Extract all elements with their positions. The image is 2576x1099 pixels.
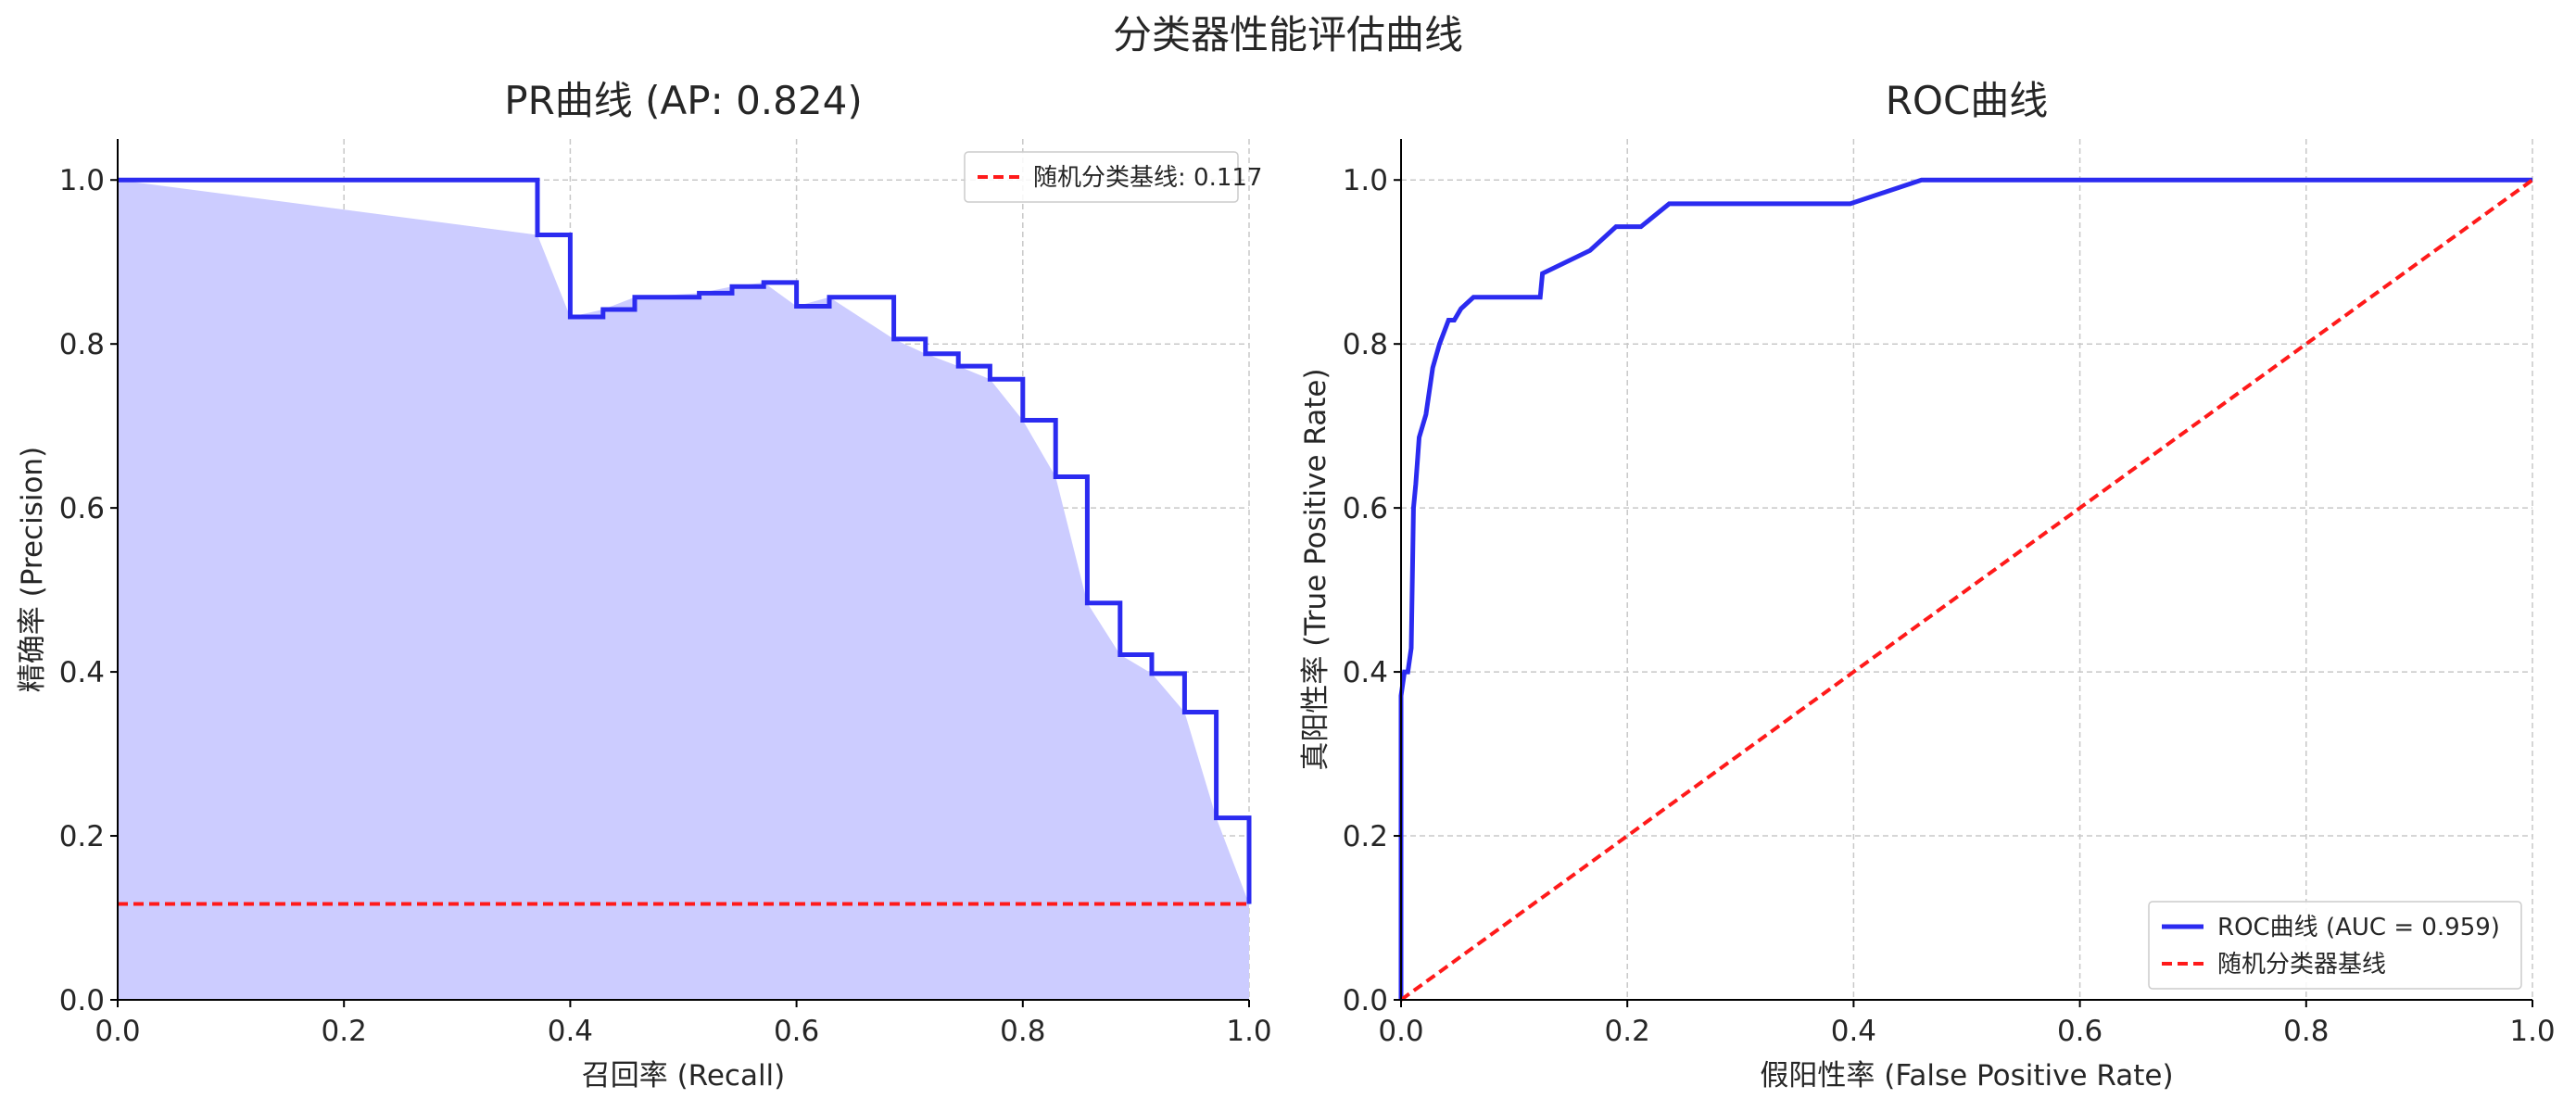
roc-baseline-line <box>1399 178 2534 1002</box>
roc-axes <box>1400 139 2532 1001</box>
roc-x-tick-label: 0.6 <box>2057 1015 2102 1048</box>
roc-ticks: 0.0 0.2 0.4 0.6 0.8 1.0 0.0 0.2 0.4 0.6 0.8 1.0 <box>1343 164 2556 1048</box>
pr-plot-area <box>118 177 1252 1000</box>
roc-x-tick-label: 0.2 <box>1605 1015 1650 1048</box>
pr-x-tick-label: 1.0 <box>1226 1015 1271 1048</box>
roc-x-tick-label: 0.0 <box>1378 1015 1423 1048</box>
roc-y-tick-label: 0.8 <box>1343 328 1388 361</box>
pr-y-tick-label: 1.0 <box>59 164 105 197</box>
roc-y-tick-label: 1.0 <box>1343 164 1388 197</box>
pr-legend: 随机分类基线: 0.117 <box>964 151 1262 203</box>
figure-suptitle: 分类器性能评估曲线 <box>1113 12 1463 57</box>
pr-legend-box <box>964 151 1239 203</box>
pr-y-tick-label: 0.4 <box>59 656 105 689</box>
pr-x-tick-label: 0.6 <box>774 1015 819 1048</box>
pr-x-tick-label: 0.0 <box>95 1015 140 1048</box>
pr-axes <box>117 139 1249 1001</box>
roc-x-tick-label: 0.4 <box>1831 1015 1876 1048</box>
roc-y-tick-label: 0.4 <box>1343 656 1388 689</box>
pr-x-tick-label: 0.2 <box>322 1015 367 1048</box>
roc-y-tick-label: 0.6 <box>1343 492 1388 525</box>
roc-grid <box>1400 139 2533 1001</box>
roc-y-tick-label: 0.2 <box>1343 820 1388 853</box>
pr-y-tick-label: 0.0 <box>59 984 105 1017</box>
pr-y-tick-label: 0.8 <box>59 328 105 361</box>
roc-title: ROC曲线 <box>1886 78 2049 123</box>
pr-curve-panel: 0.0 0.2 0.4 0.6 0.8 1.0 0.0 0.2 0.4 0.6 0.8 1.0 PR曲… <box>16 78 1272 1093</box>
pr-x-axis-label: 召回率 (Recall) <box>582 1059 786 1093</box>
roc-plot-area <box>1398 177 2534 1002</box>
pr-title: PR曲线 (AP: 0.824) <box>504 78 862 123</box>
roc-curve-line <box>1398 177 2532 1000</box>
roc-y-tick-label: 0.0 <box>1343 984 1388 1017</box>
pr-curve-line <box>118 177 1252 904</box>
pr-y-axis-label: 精确率 (Precision) <box>16 447 49 692</box>
roc-y-axis-label: 真阳性率 (True Positive Rate) <box>1299 368 1332 770</box>
roc-x-tick-label: 0.8 <box>2283 1015 2329 1048</box>
roc-legend-curve-label: ROC曲线 (AUC = 0.959) <box>2217 914 2500 941</box>
roc-legend-baseline-label: 随机分类器基线 <box>2217 951 2386 979</box>
pr-x-tick-label: 0.8 <box>1000 1015 1045 1048</box>
pr-y-tick-label: 0.2 <box>59 820 105 853</box>
roc-legend-box <box>2148 901 2522 990</box>
pr-legend-baseline-label: 随机分类基线: 0.117 <box>1033 164 1262 192</box>
roc-legend: ROC曲线 (AUC = 0.959) 随机分类器基线 <box>2148 901 2522 990</box>
roc-x-tick-label: 1.0 <box>2509 1015 2555 1048</box>
roc-x-axis-label: 假阳性率 (False Positive Rate) <box>1760 1059 2173 1093</box>
pr-ticks: 0.0 0.2 0.4 0.6 0.8 1.0 0.0 0.2 0.4 0.6 0.8 1.0 <box>59 164 1272 1048</box>
pr-x-tick-label: 0.4 <box>548 1015 593 1048</box>
roc-curve-panel: 0.0 0.2 0.4 0.6 0.8 1.0 0.0 0.2 0.4 0.6 0.8 1.0 ROC… <box>1299 78 2556 1093</box>
pr-area-fill <box>118 180 1249 1000</box>
pr-y-tick-label: 0.6 <box>59 492 105 525</box>
